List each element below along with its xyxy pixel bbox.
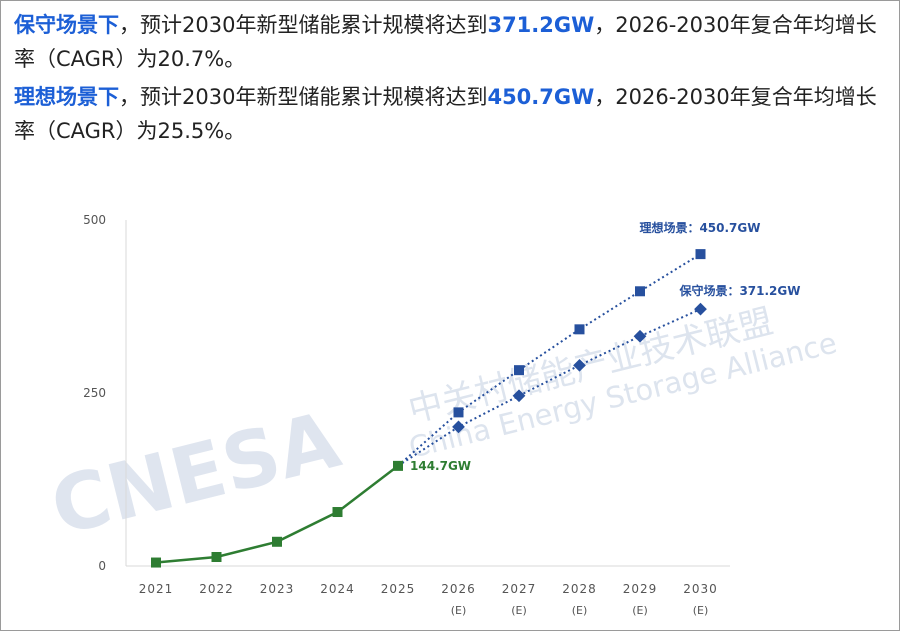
intro-text: 保守场景下，预计2030年新型储能累计规模将达到371.2GW，2026-203… xyxy=(14,8,894,152)
series-0-point xyxy=(211,552,222,563)
x-tick-label: 2029 xyxy=(623,582,658,596)
annotation-label-0: 144.7GW xyxy=(410,459,471,473)
x-tick-sublabel: (E) xyxy=(511,604,527,617)
conservative-paragraph: 保守场景下，预计2030年新型储能累计规模将达到371.2GW，2026-203… xyxy=(14,8,894,76)
series-0-point xyxy=(332,507,343,518)
series-line-2 xyxy=(397,308,701,467)
ideal-text-a: ，预计2030年新型储能累计规模将达到 xyxy=(119,85,488,109)
series-1-point xyxy=(514,365,524,376)
conservative-text-b: ，2026-2030年复合年均增长率（CAGR）为20.7%。 xyxy=(14,13,877,71)
x-tick-label: 2027 xyxy=(502,582,537,596)
conservative-scenario-label: 保守场景下 xyxy=(14,13,119,37)
series-1-point xyxy=(574,324,585,335)
y-tick-label: 0 xyxy=(98,559,106,573)
conservative-value: 371.2GW xyxy=(487,13,595,37)
x-tick-sublabel: (E) xyxy=(632,604,648,617)
annotation-label-2: 保守场景：371.2GW xyxy=(678,283,800,298)
series-1-point xyxy=(453,407,464,418)
x-tick-label: 2021 xyxy=(139,582,174,596)
x-tick-label: 2025 xyxy=(381,582,416,596)
series-0-point xyxy=(272,536,282,547)
series-0-point xyxy=(151,557,161,568)
ideal-scenario-label: 理想场景下 xyxy=(14,85,119,109)
annotation-label-1: 理想场景：450.7GW xyxy=(639,220,760,235)
y-tick-label: 500 xyxy=(83,213,106,227)
chart-markers xyxy=(151,249,707,568)
series-0-point xyxy=(393,460,403,471)
x-tick-label: 2022 xyxy=(199,582,234,596)
x-tick-label: 2024 xyxy=(320,582,355,596)
ideal-value: 450.7GW xyxy=(487,85,595,109)
chart-axes: 0 250 500 2021 2022 2023 2024 2025 2026 (E) 2027 (E… xyxy=(83,213,730,617)
y-tick-label: 250 xyxy=(83,386,106,400)
x-tick-sublabel: (E) xyxy=(693,604,709,617)
series-1-point xyxy=(635,286,645,297)
x-tick-sublabel: (E) xyxy=(572,604,588,617)
x-tick-label: 2030 xyxy=(683,582,718,596)
ideal-text-b: ，2026-2030年复合年均增长率（CAGR）为25.5%。 xyxy=(14,85,877,143)
series-1-point xyxy=(695,249,706,260)
series-line-1 xyxy=(397,253,702,467)
x-tick-sublabel: (E) xyxy=(451,604,467,617)
ideal-paragraph: 理想场景下，预计2030年新型储能累计规模将达到450.7GW，2026-203… xyxy=(14,80,894,148)
series-2-point xyxy=(452,420,465,434)
x-tick-label: 2026 xyxy=(441,582,476,596)
conservative-text-a: ，预计2030年新型储能累计规模将达到 xyxy=(119,13,488,37)
series-2-point xyxy=(694,302,707,316)
x-tick-label: 2023 xyxy=(260,582,295,596)
chart-annotations: 144.7GW 理想场景：450.7GW 保守场景：371.2GW xyxy=(410,220,801,473)
x-tick-label: 2028 xyxy=(562,582,597,596)
